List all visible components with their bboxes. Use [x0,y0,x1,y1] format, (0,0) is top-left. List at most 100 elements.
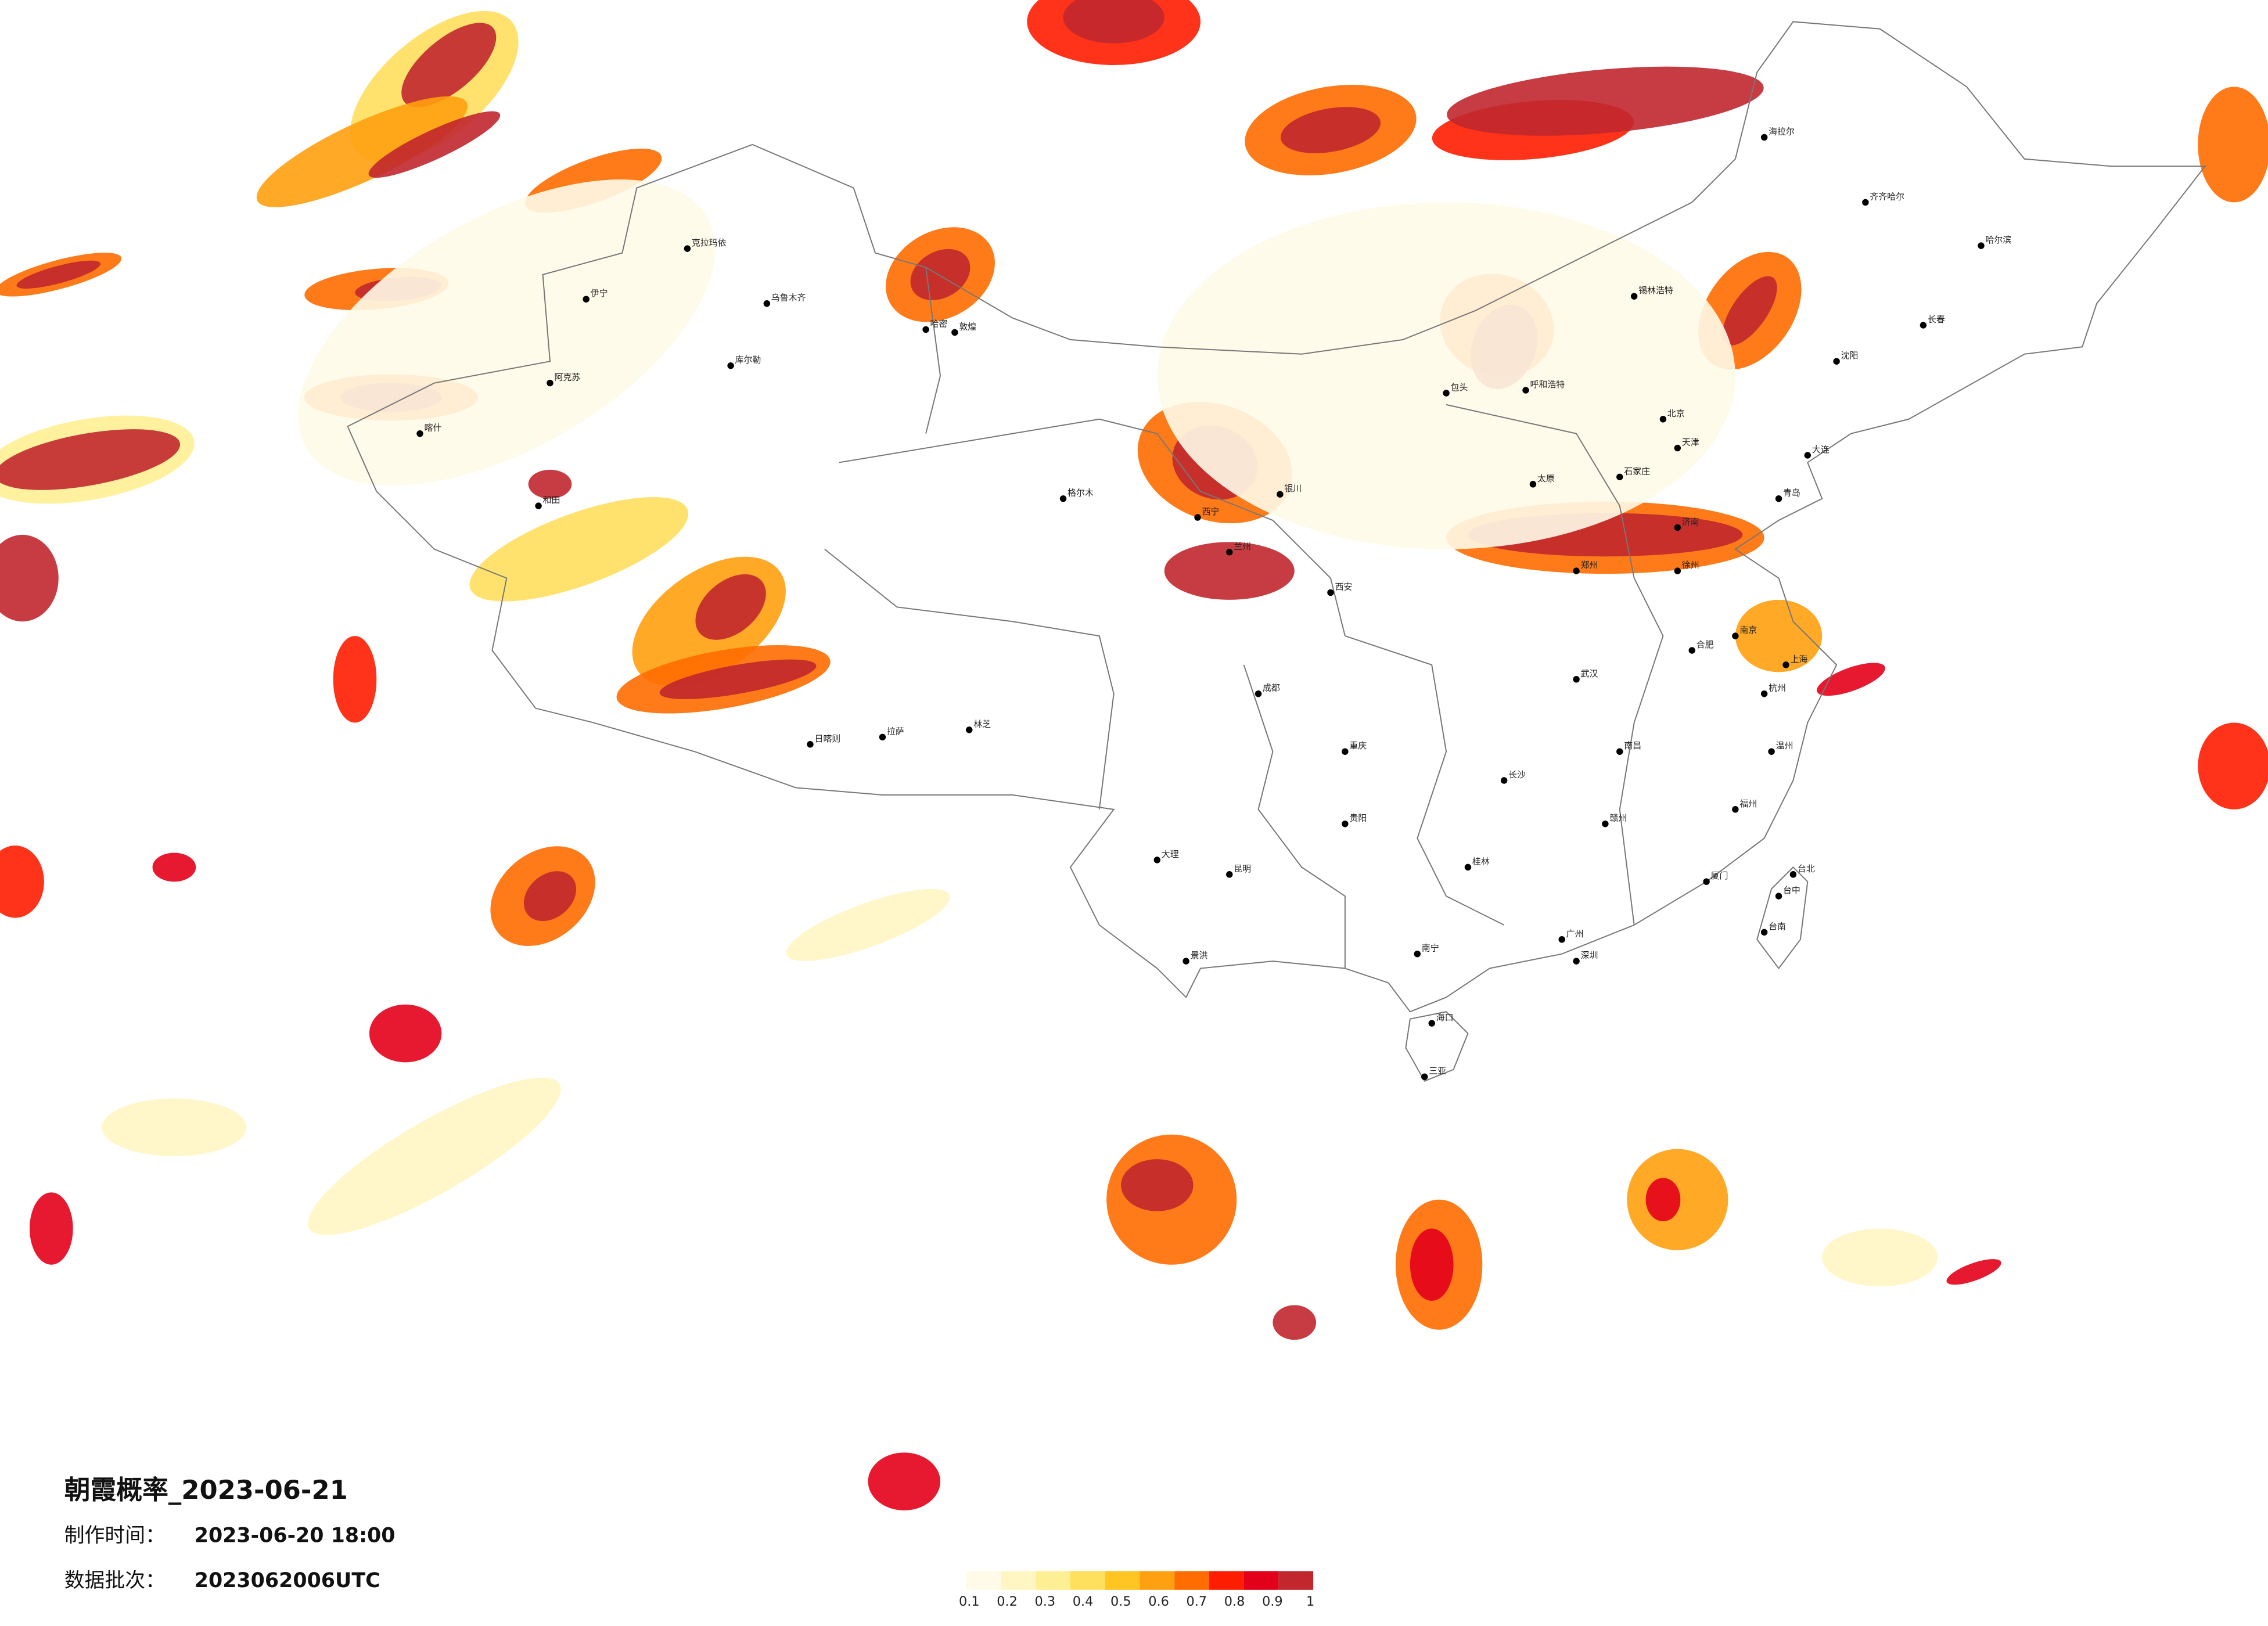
city-label: 海拉尔 [1769,126,1795,136]
legend-tick-label: 0.1 [959,1594,980,1609]
city-dot [583,296,590,303]
city-label: 成都 [1263,683,1280,693]
legend-tick-label: 0.7 [1187,1594,1207,1609]
city-dot [1775,893,1782,900]
legend-swatch [1209,1571,1244,1590]
province-border [824,549,1115,810]
city-dot [1862,199,1869,206]
city-label: 敦煌 [959,321,976,332]
city-dot [1500,777,1508,784]
city-label: 合肥 [1696,639,1714,650]
city-label: 厦门 [1711,870,1728,881]
city-dot [1194,514,1201,521]
city-label: 乌鲁木齐 [771,293,806,303]
city-label: 广州 [1566,929,1584,939]
mainland-border [347,21,2206,1013]
city-dot [1732,806,1739,813]
probability-area [1063,0,1164,44]
city-dot [1616,748,1623,755]
probability-area [0,846,44,918]
city-label: 哈密 [930,318,948,329]
city-dot [1153,857,1161,864]
city-dot [1182,958,1189,965]
legend-swatch [1278,1571,1314,1590]
city-label: 格尔木 [1067,488,1094,498]
city-label: 日喀则 [814,733,840,744]
city-label: 银川 [1284,483,1302,494]
city-dot [1522,387,1529,394]
city-label: 海口 [1436,1012,1454,1023]
city-label: 林芝 [973,719,991,729]
legend-swatch [1070,1571,1105,1590]
city-dot [1674,567,1681,574]
city-label: 西安 [1335,581,1352,592]
city-label: 拉萨 [887,726,904,736]
city-label: 喀什 [424,423,441,433]
city-label: 台中 [1783,885,1800,895]
city-label: 温州 [1776,740,1793,751]
city-dot [1558,936,1565,943]
map-title: 朝霞概率_2023-06-21 [64,1474,348,1505]
probability-area [1121,1159,1194,1211]
city-label: 齐齐哈尔 [1870,191,1904,202]
probability-area [308,1077,561,1235]
city-dot [1616,473,1623,481]
city-dot [1573,676,1580,683]
city-label: 南昌 [1624,740,1641,751]
legend-tick-label: 0.3 [1034,1594,1055,1609]
city-label: 三亚 [1429,1066,1446,1076]
probability-area [0,429,181,490]
city-label: 赣州 [1609,813,1627,823]
city-dot [1674,444,1681,452]
city-label: 深圳 [1581,950,1598,961]
city-dot [1674,524,1681,531]
province-border [1345,635,1505,926]
probability-area [1735,599,1823,672]
production-time-label: 制作时间： [64,1524,166,1548]
city-dot [1573,958,1580,965]
probability-area [786,888,950,961]
city-dot [1760,690,1768,697]
city-label: 和田 [543,495,560,505]
probability-area [523,871,577,922]
city-label: 哈尔滨 [1985,235,2011,245]
probability-area [2198,722,2268,810]
city-label: 克拉玛依 [692,238,727,248]
city-label: 锡林浩特 [1638,285,1673,296]
city-dot [1226,871,1233,878]
probability-area [528,469,572,499]
city-label: 伊宁 [591,288,608,298]
city-dot [1659,416,1667,423]
city-label: 太原 [1537,473,1555,484]
city-label: 济南 [1682,516,1699,527]
province-border [1243,664,1346,969]
city-label: 南京 [1739,625,1757,635]
probability-area [369,1004,442,1063]
legend-swatch [1243,1571,1279,1590]
probability-area [1946,1259,2001,1285]
batch-label: 数据批次： [64,1569,166,1592]
city-dot [1630,293,1638,300]
probability-area [1157,202,1735,549]
legend-swatch [1001,1571,1036,1590]
city-dot [1732,632,1739,639]
city-dot [1804,452,1811,459]
city-label: 昆明 [1234,864,1251,874]
city-dot [727,362,734,369]
city-label: 台南 [1769,921,1786,931]
legend-swatch [1140,1571,1175,1590]
city-dot [807,741,814,748]
legend-swatch [1174,1571,1209,1590]
city-dot [1443,390,1450,397]
probability-area [1822,1228,1938,1287]
legend-tick-label: 0.6 [1148,1594,1169,1609]
legend-swatch [966,1571,1001,1590]
city-label: 南宁 [1422,943,1439,954]
city-label: 杭州 [1769,683,1786,693]
city-label: 台北 [1798,864,1815,874]
probability-area [0,534,59,622]
probability-area [1410,1228,1454,1301]
city-label: 郑州 [1581,560,1598,570]
legend-swatch [1036,1571,1070,1590]
